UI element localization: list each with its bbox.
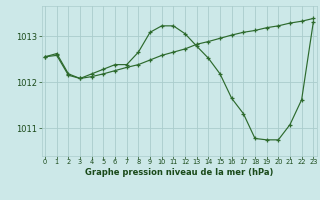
X-axis label: Graphe pression niveau de la mer (hPa): Graphe pression niveau de la mer (hPa) xyxy=(85,168,273,177)
